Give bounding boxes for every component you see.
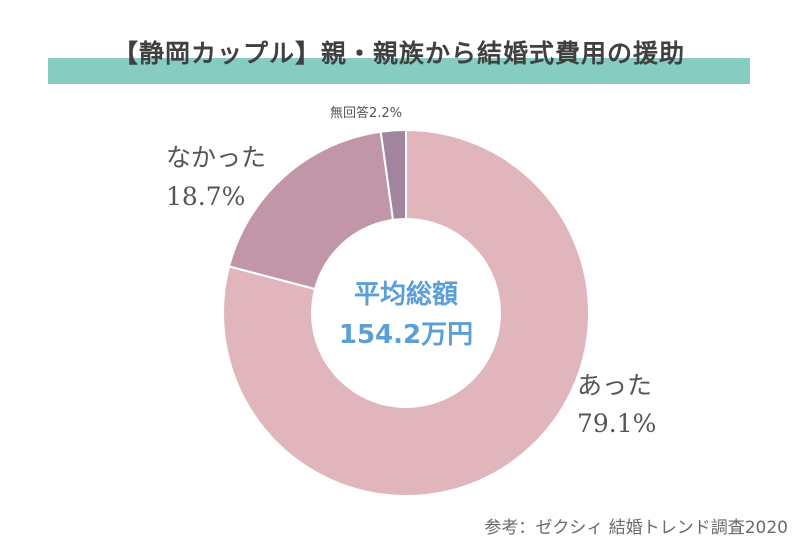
title-band — [48, 58, 750, 84]
label-no-name: なかった — [166, 143, 266, 172]
center-label-title: 平均総額 — [354, 279, 458, 310]
donut-hole — [311, 218, 501, 408]
label-no: なかった 18.7% — [166, 143, 266, 211]
source-note: 参考：ゼクシィ 結婚トレンド調査2020 — [484, 518, 788, 538]
label-yes-value: 79.1% — [577, 409, 656, 438]
chart-title: 【静岡カップル】親・親族から結婚式費用の援助 — [112, 39, 685, 68]
label-noanswer-value: 2.2% — [369, 106, 402, 121]
label-noanswer-name: 無回答 — [330, 105, 369, 121]
label-noanswer: 無回答2.2% — [330, 105, 402, 121]
label-no-value: 18.7% — [166, 182, 245, 211]
label-yes: あった 79.1% — [577, 371, 656, 438]
label-yes-name: あった — [577, 371, 652, 400]
donut-slice-0 — [222, 128, 590, 497]
center-label-value: 154.2万円 — [339, 320, 473, 350]
